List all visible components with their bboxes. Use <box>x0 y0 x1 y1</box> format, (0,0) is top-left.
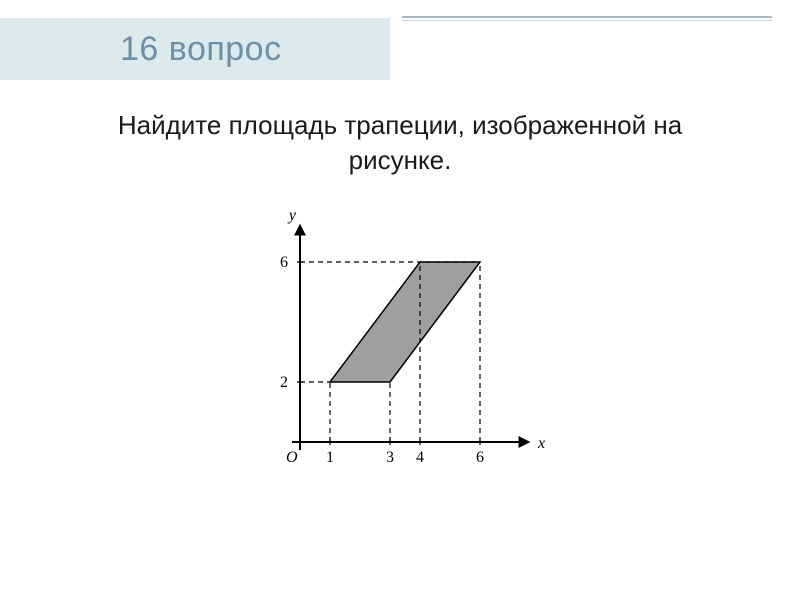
x-tick-label: 4 <box>416 449 424 466</box>
x-tick-label: 6 <box>476 449 484 466</box>
y-tick-label: 6 <box>280 254 288 271</box>
title-band: 16 вопрос <box>0 18 390 80</box>
question-line-1: Найдите площадь трапеции, изображенной н… <box>118 110 682 140</box>
x-axis-label: x <box>537 435 545 452</box>
trapezoid-shape <box>330 262 480 382</box>
header-rule <box>402 16 772 21</box>
y-axis-label: y <box>287 207 297 224</box>
rule-thick <box>402 16 772 18</box>
question-text: Найдите площадь трапеции, изображенной н… <box>0 108 800 178</box>
chart-container: 1 3 4 6 2 6 Ox y <box>0 204 800 484</box>
x-tick-label: 1 <box>326 449 334 466</box>
question-line-2: рисунке. <box>349 145 452 175</box>
x-tick-label: 3 <box>386 449 394 466</box>
origin-label: O <box>286 449 298 466</box>
rule-thin <box>402 20 772 21</box>
slide-title: 16 вопрос <box>0 30 282 69</box>
y-tick-label: 2 <box>280 374 288 391</box>
trapezoid-chart: 1 3 4 6 2 6 Ox y <box>240 204 560 484</box>
